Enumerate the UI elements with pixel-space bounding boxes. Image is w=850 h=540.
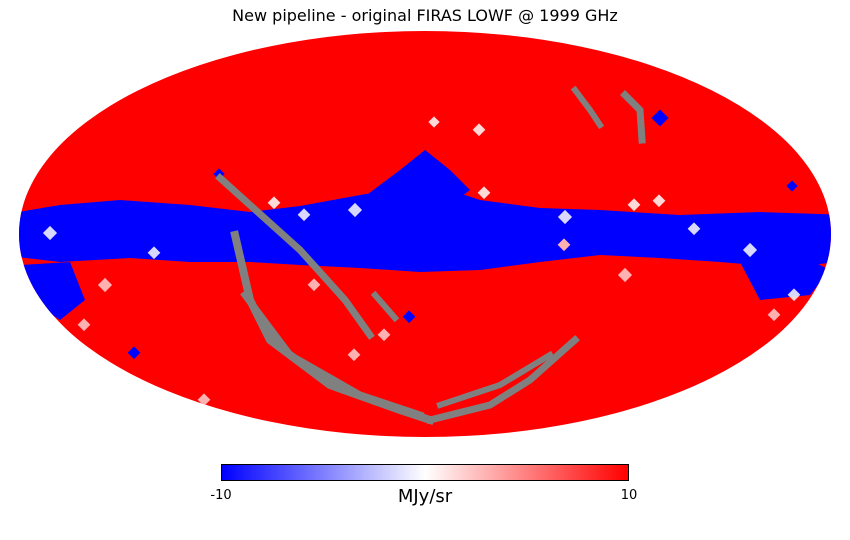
colorbar-max-label: 10 xyxy=(620,488,638,503)
right-lobe xyxy=(740,255,830,300)
map-title: New pipeline - original FIRAS LOWF @ 199… xyxy=(232,6,618,25)
colorbar-unit-label: MJy/sr xyxy=(397,486,453,507)
masked-stripes xyxy=(215,85,646,426)
colorbar xyxy=(221,464,629,481)
galactic-plane-band xyxy=(19,185,831,272)
galactic-center-bulge xyxy=(360,150,470,205)
colorbar-min-label: -10 xyxy=(210,488,232,503)
left-lobe xyxy=(20,262,85,320)
